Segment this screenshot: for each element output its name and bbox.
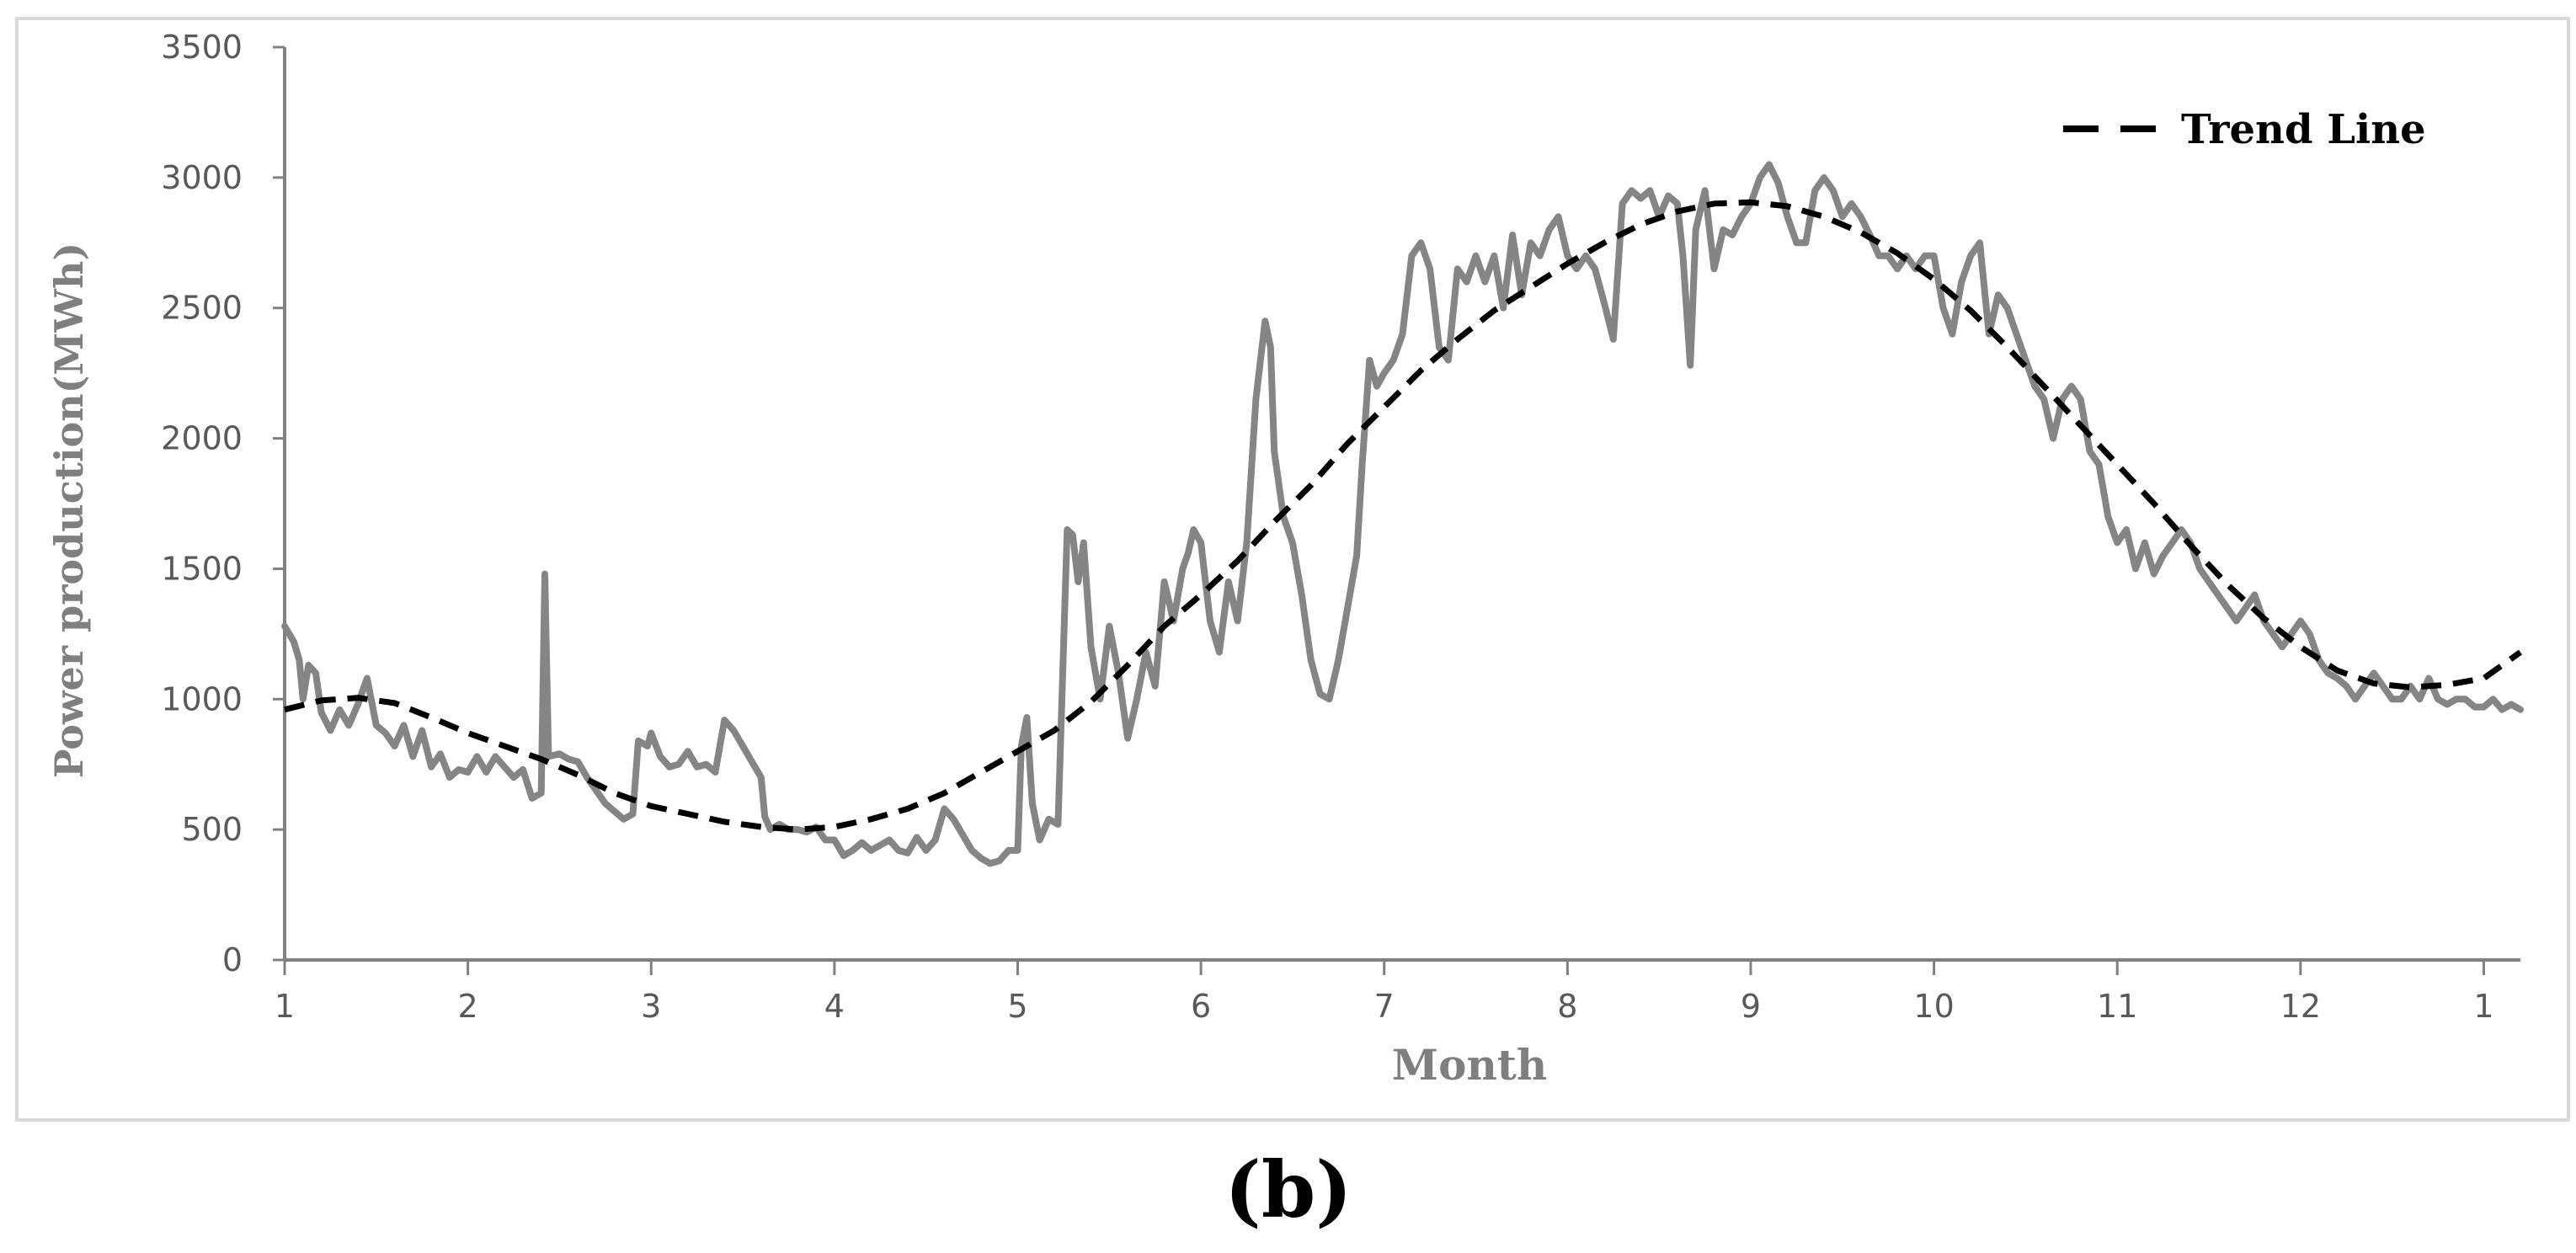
panel-label: (b) xyxy=(1224,1144,1352,1235)
y-tick-label: 0 xyxy=(222,941,243,978)
y-axis-title: Power production(MWh) xyxy=(46,243,92,778)
chart-frame xyxy=(15,17,2570,1122)
y-tick-label: 3000 xyxy=(161,159,243,196)
x-tick-label: 5 xyxy=(1007,988,1027,1025)
y-tick-label: 1500 xyxy=(161,550,243,587)
power-production-line xyxy=(281,161,2524,867)
legend: Trend Line xyxy=(2063,106,2426,153)
x-tick-label: 1 xyxy=(275,988,295,1025)
legend-trend-label: Trend Line xyxy=(2181,106,2426,153)
x-tick-label: 4 xyxy=(824,988,845,1025)
x-axis-title: Month xyxy=(1392,1040,1548,1090)
x-tick-label: 2 xyxy=(458,988,478,1025)
x-tick-label: 7 xyxy=(1374,988,1395,1025)
x-tick-label: 10 xyxy=(1913,988,1954,1025)
y-tick-label: 2500 xyxy=(161,290,243,327)
y-tick-label: 500 xyxy=(181,811,243,848)
x-tick-label: 8 xyxy=(1557,988,1577,1025)
x-tick-label: 11 xyxy=(2097,988,2137,1025)
x-tick-label: 12 xyxy=(2280,988,2321,1025)
x-tick-label: 9 xyxy=(1741,988,1761,1025)
y-tick-label: 2000 xyxy=(161,420,243,457)
y-tick-label: 3500 xyxy=(161,29,243,66)
y-tick-label: 1000 xyxy=(161,680,243,717)
x-tick-label: 6 xyxy=(1191,988,1211,1025)
x-tick-label: 1 xyxy=(2473,988,2493,1025)
x-tick-label: 3 xyxy=(641,988,661,1025)
trend-line xyxy=(284,199,2523,833)
plot-area xyxy=(281,161,2524,867)
